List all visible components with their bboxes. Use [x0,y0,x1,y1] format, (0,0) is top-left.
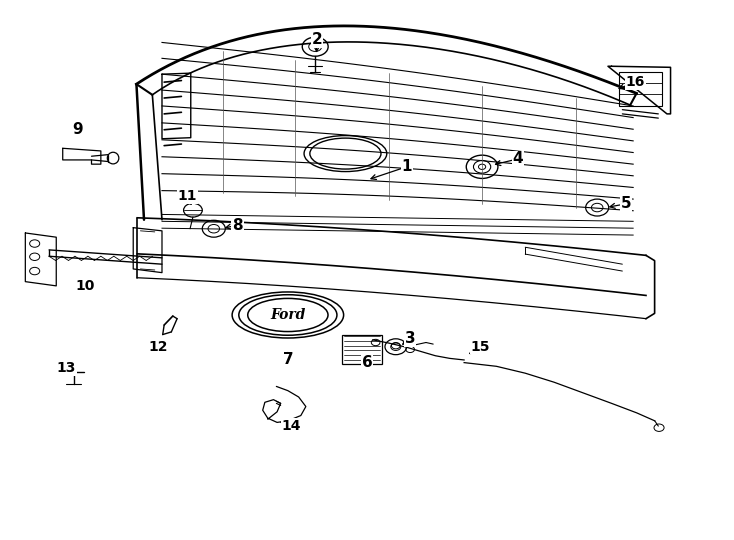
Text: 9: 9 [73,122,83,137]
Text: 2: 2 [311,32,322,48]
Text: 6: 6 [362,355,372,370]
Text: 13: 13 [57,361,76,375]
Text: 16: 16 [625,75,645,89]
Text: 10: 10 [76,279,95,293]
Text: 15: 15 [471,340,490,354]
Text: 7: 7 [283,353,293,367]
Text: 3: 3 [405,332,415,346]
Text: Ford: Ford [270,308,305,322]
Text: 5: 5 [621,197,631,211]
Text: 8: 8 [232,218,243,233]
Text: 14: 14 [282,419,301,433]
Text: 4: 4 [513,151,523,166]
Bar [619,71,662,106]
Bar [342,335,382,363]
Text: 12: 12 [149,340,168,354]
Text: 11: 11 [178,189,197,203]
Text: 1: 1 [401,159,412,174]
